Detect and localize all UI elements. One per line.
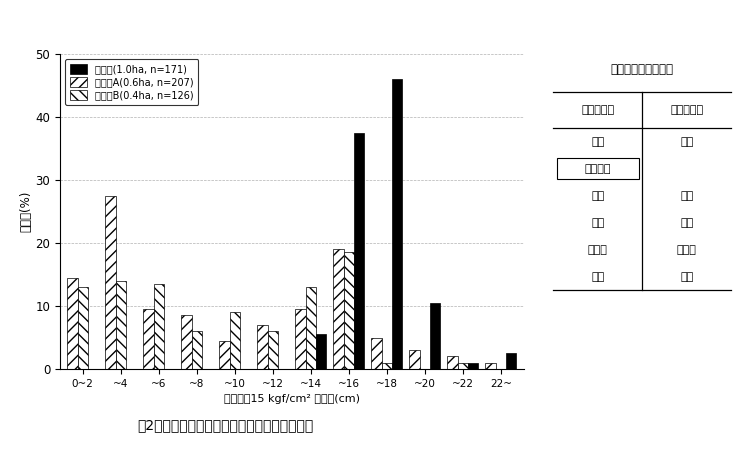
Bar [354,133,364,369]
Bar [430,303,440,369]
Bar [116,281,126,369]
Bar [334,249,344,369]
Text: 移植: 移植 [680,272,694,282]
Y-axis label: 頻　度(%): 頻 度(%) [20,191,33,232]
Bar [154,284,164,369]
Text: 施肥: 施肥 [680,191,694,201]
X-axis label: 均平後は15 kgf/cm² 出現深(cm): 均平後は15 kgf/cm² 出現深(cm) [224,394,360,404]
Bar [382,363,392,369]
Text: 対　照　区: 対 照 区 [670,105,704,115]
Bar [557,158,638,179]
Bar [106,196,116,369]
Text: 移植までの作業工程: 移植までの作業工程 [610,63,674,76]
Bar [468,363,478,369]
Text: 移植: 移植 [591,272,604,282]
Bar [268,331,278,369]
Text: 施肥: 施肥 [591,191,604,201]
Text: 図2　レーザー乾田均平に伴う土壌硬度の分布: 図2 レーザー乾田均平に伴う土壌硬度の分布 [136,418,314,432]
Bar [143,309,154,369]
Bar [306,287,316,369]
Text: 乾田均平: 乾田均平 [584,164,611,174]
Bar [68,278,78,369]
Text: 耕耗: 耕耗 [680,218,694,228]
Bar [344,252,354,369]
Bar [392,79,402,369]
Bar [506,353,516,369]
Text: 耕耗: 耕耗 [591,218,604,228]
Bar [257,325,268,369]
Text: 秋耕: 秋耕 [591,136,604,147]
Legend: 対照区(1.0ha, n=171), 均平区A(0.6ha, n=207), 均平区B(0.4ha, n=126): 対照区(1.0ha, n=171), 均平区A(0.6ha, n=207), 均… [64,59,199,105]
Bar [371,338,382,369]
Text: 秋耕: 秋耕 [680,136,694,147]
Bar [182,315,192,369]
Bar [485,363,496,369]
Bar [448,356,458,369]
Bar [296,309,306,369]
Bar [230,312,240,369]
Bar [316,334,326,369]
Bar [78,287,88,369]
Bar [410,350,420,369]
Bar [220,341,230,369]
Bar [458,363,468,369]
Text: 均　平　区: 均 平 区 [581,105,614,115]
Text: 代掛き: 代掛き [676,245,697,255]
Bar [192,331,202,369]
Text: 代掛き: 代掛き [588,245,608,255]
